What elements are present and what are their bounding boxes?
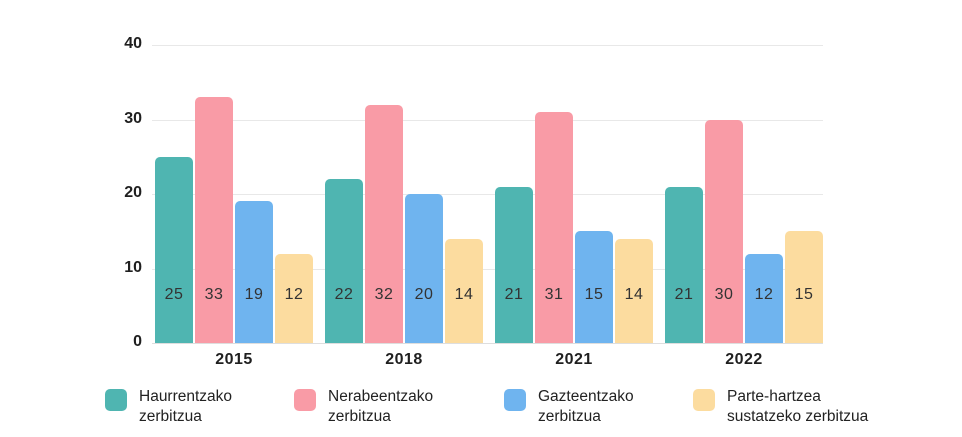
legend-label-line: Nerabeentzako [328, 388, 434, 405]
legend-label: Nerabeentzako zerbitzua [328, 387, 433, 427]
gridline-y-0 [152, 343, 823, 344]
bar: 22 [325, 179, 363, 343]
legend-label-line: zerbitzua [538, 408, 601, 425]
bar-value-label: 15 [794, 286, 814, 303]
bar: 25 [155, 156, 193, 343]
x-tick-label: 2021 [555, 351, 593, 368]
x-tick-label: 2015 [215, 351, 253, 368]
bar-value-label: 30 [714, 286, 734, 303]
y-tick-label: 10 [124, 258, 142, 276]
bar: 32 [365, 104, 403, 343]
bar-value-label: 25 [164, 286, 184, 303]
legend-item: Nerabeentzako zerbitzua [294, 387, 433, 427]
gridline-y-10 [152, 268, 823, 270]
legend-label-line: sustatzeko zerbitzua [727, 408, 869, 425]
bar: 21 [495, 186, 533, 343]
bar-value-label: 20 [414, 286, 434, 303]
bar-value-label: 21 [674, 286, 694, 303]
legend-swatch [294, 389, 316, 411]
bar: 33 [195, 97, 233, 343]
legend-item: Haurrentzako zerbitzua [105, 387, 232, 427]
legend-swatch [504, 389, 526, 411]
legend-label-line: Haurrentzako [139, 388, 233, 405]
gridline-y-40 [152, 45, 823, 46]
y-tick-label: 40 [124, 35, 142, 52]
y-tick-label: 0 [133, 333, 142, 350]
bar: 14 [445, 238, 483, 343]
legend-swatch [105, 389, 127, 411]
bar-value-label: 31 [544, 286, 564, 303]
bar: 14 [615, 238, 653, 343]
bar-value-label: 12 [284, 286, 304, 303]
x-tick-label: 2018 [385, 351, 423, 368]
y-tick-label: 20 [124, 184, 142, 201]
bar-value-label: 19 [244, 286, 264, 303]
legend-label-line: zerbitzua [328, 408, 391, 425]
gridline-y-20 [152, 194, 823, 195]
bar: 30 [705, 119, 743, 343]
legend-item: Gazteentzako zerbitzua [504, 387, 634, 427]
bar-value-label: 33 [204, 286, 224, 303]
bar: 20 [405, 194, 443, 343]
plot-area: 25 33 19 12 22 32 20 14 21 31 15 14 21 30 12 15 [152, 45, 823, 344]
bar: 12 [745, 253, 783, 343]
bar-value-label: 15 [584, 286, 604, 303]
bar: 15 [575, 231, 613, 343]
bar-value-label: 21 [504, 286, 524, 303]
bar-value-label: 22 [334, 286, 354, 303]
bar: 12 [275, 253, 313, 343]
bar: 19 [235, 201, 273, 343]
bar: 31 [535, 112, 573, 343]
bar-value-label: 14 [454, 286, 474, 303]
x-tick-label: 2022 [725, 351, 763, 368]
legend-swatch [693, 389, 715, 411]
legend-label-line: Parte-hartzea [727, 388, 821, 405]
legend-label: Haurrentzako zerbitzua [139, 387, 232, 427]
bar-value-label: 32 [374, 286, 394, 303]
legend-item: Parte-hartzea sustatzeko zerbitzua [693, 387, 868, 427]
bar-value-label: 12 [754, 286, 774, 303]
legend-label-line: Gazteentzako [538, 388, 634, 405]
legend-label: Parte-hartzea sustatzeko zerbitzua [727, 387, 868, 427]
bar: 15 [785, 231, 823, 343]
bar: 21 [665, 186, 703, 343]
y-tick-label: 30 [124, 109, 142, 127]
legend-label-line: zerbitzua [139, 408, 202, 425]
bar-value-label: 14 [624, 286, 644, 303]
gridline-y-30 [152, 119, 823, 121]
legend-label: Gazteentzako zerbitzua [538, 387, 634, 427]
